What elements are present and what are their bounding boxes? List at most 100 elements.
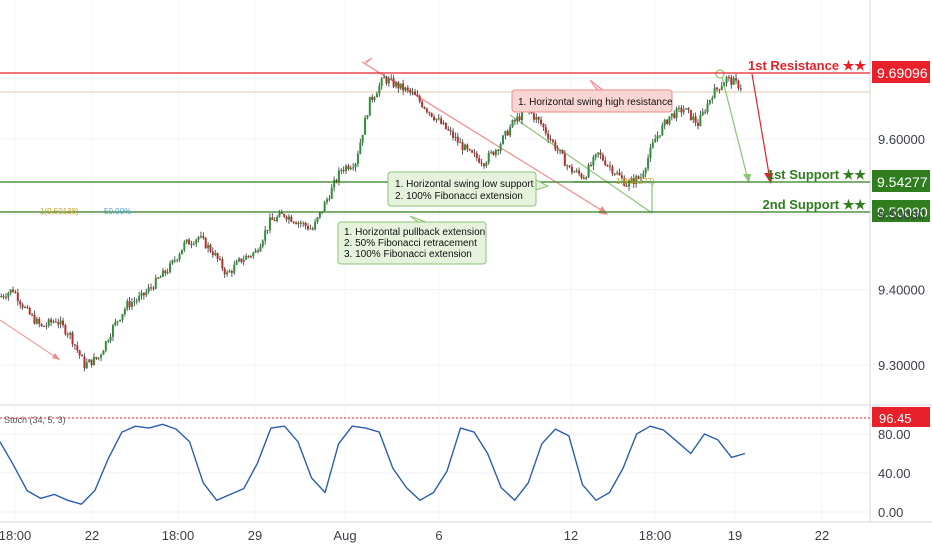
arrow-tail — [364, 57, 373, 65]
support2-callout-text: 3. 100% Fibonacci extension — [344, 249, 472, 260]
candle-body — [537, 117, 540, 120]
time-axis[interactable]: 18:00 22 18:00 29 Aug 6 12 18:00 19 22 — [0, 528, 829, 543]
candle-body — [587, 164, 590, 178]
arrow-head — [52, 353, 60, 360]
candle-body — [501, 135, 504, 145]
candle-body — [387, 78, 390, 84]
candle-body — [485, 162, 488, 167]
candle-body — [78, 350, 81, 356]
candle-body — [425, 108, 428, 112]
candle-body — [697, 122, 700, 127]
candle-body — [23, 306, 26, 308]
candle-body — [609, 165, 612, 167]
candle-body — [273, 219, 276, 222]
candle-body — [385, 77, 388, 84]
candle-body — [218, 258, 221, 260]
candle-body — [266, 229, 269, 231]
candle-body — [723, 83, 726, 87]
candle-body — [47, 319, 50, 326]
candle-body — [304, 222, 307, 226]
candle-body — [21, 304, 24, 308]
candle-body — [95, 356, 98, 359]
candle-body — [247, 255, 250, 257]
candle-body — [290, 216, 293, 222]
candle-body — [654, 138, 657, 143]
candle-body — [349, 167, 352, 170]
candle-body — [428, 111, 431, 113]
fib-label: 1(9.50138) — [40, 207, 79, 216]
candle-body — [708, 100, 711, 104]
candle-body — [492, 151, 495, 155]
candle-body — [566, 165, 569, 167]
candle-body — [406, 87, 409, 90]
price-tick-label: 9.30000 — [878, 358, 925, 373]
candle-body — [230, 271, 233, 273]
fib-label: 1(9.54277) — [616, 177, 655, 186]
time-tick-label: 12 — [564, 528, 578, 543]
time-tick-label: 18:00 — [0, 528, 31, 543]
candle-body — [178, 254, 181, 260]
level-name: 1st Support ★★ — [767, 167, 866, 182]
candle-body — [345, 165, 348, 171]
candle-body — [57, 322, 60, 325]
candle-body — [264, 230, 267, 241]
pivot-marker — [715, 69, 725, 79]
candle-body — [380, 78, 383, 86]
candle-body — [402, 83, 405, 91]
time-tick-label: 19 — [728, 528, 742, 543]
candle-body — [268, 217, 271, 230]
candle-body — [276, 216, 279, 222]
candle-body — [447, 129, 450, 131]
candle-body — [409, 89, 412, 92]
candle-body — [207, 244, 210, 249]
candle-body — [433, 116, 436, 121]
candle-body — [635, 176, 638, 185]
candle-body — [69, 332, 72, 335]
candle-body — [123, 309, 126, 315]
stoch-level-badge — [872, 406, 930, 427]
candle-body — [559, 150, 562, 152]
candle-body — [330, 187, 333, 199]
candle-body — [12, 289, 15, 293]
candle-body — [639, 177, 642, 179]
candle-body — [637, 176, 640, 179]
candle-body — [471, 150, 474, 153]
candle-body — [594, 154, 597, 158]
candle-body — [238, 258, 241, 262]
candle-body — [509, 126, 512, 136]
candle-body — [26, 306, 29, 308]
candle-body — [513, 120, 516, 122]
candle-body — [737, 80, 740, 89]
candle-body — [499, 144, 502, 152]
price-axis[interactable]: 9.60000 9.50000 9.40000 9.30000 80.00 40.00 0.… — [878, 132, 925, 520]
annotations-layer: 1. Horizontal swing high resistance 1. Ho… — [337, 79, 673, 265]
level-price-badge — [872, 170, 930, 192]
candle-body — [126, 301, 129, 310]
candle-body — [661, 125, 664, 136]
candle-body — [33, 314, 36, 324]
candle-body — [549, 138, 552, 140]
resistance-callout-text: 1. Horizontal swing high resistance — [518, 97, 673, 108]
candle-body — [656, 135, 659, 139]
candle-body — [361, 134, 364, 143]
candle-body — [257, 250, 260, 252]
candle-body — [64, 325, 67, 335]
candle-body — [689, 109, 692, 120]
candle-body — [642, 173, 645, 178]
candle-body — [647, 158, 650, 169]
candle-body — [423, 107, 426, 109]
level-price-label: 9.54277 — [877, 174, 928, 190]
candle-body — [292, 221, 295, 223]
candle-body — [287, 216, 290, 220]
candle-body — [568, 165, 571, 167]
arrow-head — [598, 206, 608, 215]
candle-body — [318, 212, 321, 218]
candle-body — [606, 165, 609, 167]
candle-body — [216, 253, 219, 259]
candle-body — [19, 301, 22, 305]
candle-body — [628, 180, 631, 187]
candle-body — [430, 112, 433, 117]
candle-body — [518, 116, 521, 121]
candle-body — [651, 142, 654, 148]
